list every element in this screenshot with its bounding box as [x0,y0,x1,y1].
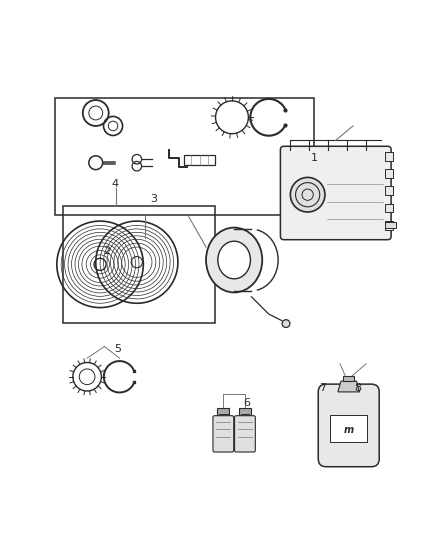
Text: 2: 2 [103,246,110,256]
Text: 6: 6 [244,398,251,408]
Bar [219,414,228,418]
Bar [385,204,393,213]
Circle shape [282,320,290,327]
Bar [217,408,230,415]
Bar [239,408,251,415]
Bar [64,206,215,322]
Text: 8: 8 [354,383,361,393]
FancyBboxPatch shape [280,146,391,240]
Text: m: m [344,425,354,435]
Bar [385,169,393,178]
Text: 4: 4 [112,179,119,189]
Bar [240,414,249,418]
Bar [343,376,354,381]
Bar [385,221,393,230]
Bar [330,415,367,442]
Bar [385,222,396,228]
Polygon shape [338,381,360,392]
Ellipse shape [206,228,262,293]
FancyBboxPatch shape [213,416,234,452]
FancyBboxPatch shape [235,416,255,452]
Bar [55,98,314,215]
Text: 7: 7 [319,383,326,393]
Text: 1: 1 [311,154,318,164]
Circle shape [290,177,325,212]
Text: 5: 5 [114,344,121,354]
Text: 3: 3 [151,195,158,205]
Ellipse shape [218,241,251,279]
Bar [385,187,393,195]
FancyBboxPatch shape [318,384,379,467]
Bar [184,155,215,165]
Bar [385,152,393,160]
